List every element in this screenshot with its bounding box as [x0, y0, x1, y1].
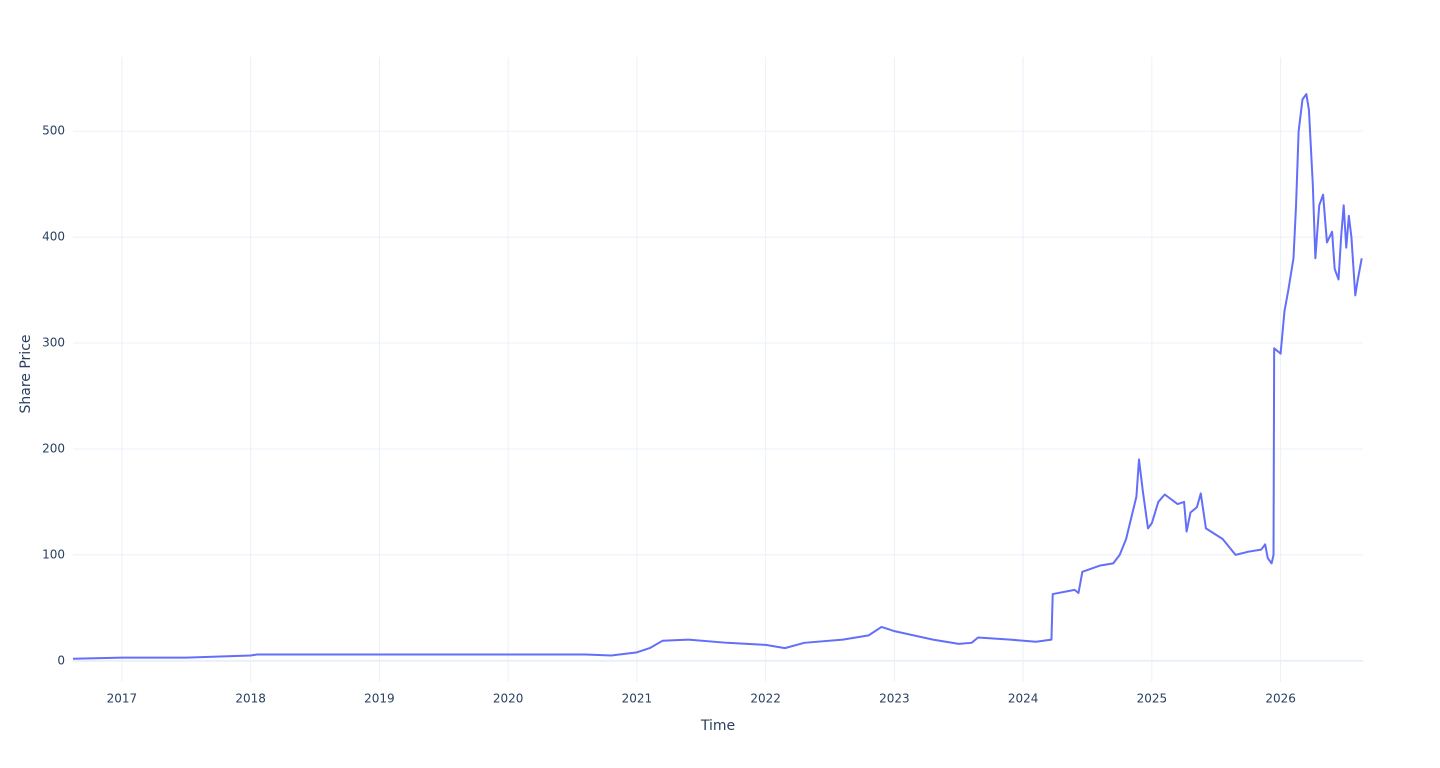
y-tick-label: 200 [42, 441, 65, 455]
x-tick-label: 2020 [493, 692, 524, 706]
x-tick-label: 2017 [107, 692, 138, 706]
y-tick-label: 400 [42, 230, 65, 244]
x-tick-label: 2021 [622, 692, 653, 706]
x-tick-label: 2024 [1008, 692, 1039, 706]
y-tick-label: 500 [42, 124, 65, 138]
price-line [72, 93, 1363, 660]
y-tick-label: 100 [42, 547, 65, 561]
x-tick-label: 2025 [1137, 692, 1168, 706]
y-axis-title: Share Price [18, 334, 34, 413]
x-tick-label: 2018 [235, 692, 266, 706]
x-tick-label: 2026 [1265, 692, 1296, 706]
x-tick-label: 2019 [364, 692, 395, 706]
x-axis-title: Time [700, 718, 735, 734]
x-tick-label: 2023 [879, 692, 910, 706]
y-tick-label: 0 [57, 653, 65, 667]
x-tick-label: 2022 [750, 692, 781, 706]
y-tick-label: 300 [42, 336, 65, 350]
